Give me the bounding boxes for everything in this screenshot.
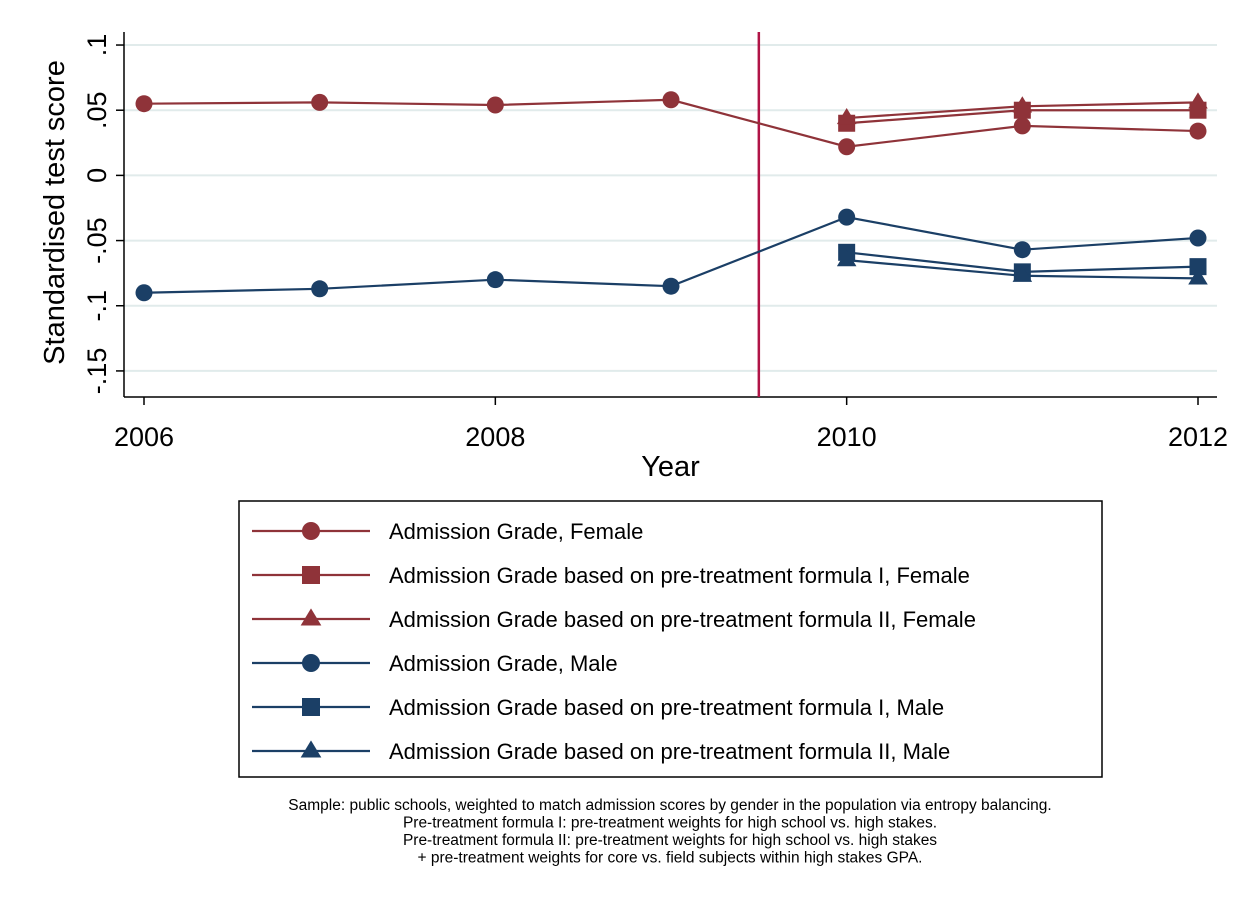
y-tick-label: 0	[82, 168, 112, 183]
data-point	[1013, 241, 1031, 259]
x-tick-label: 2008	[465, 422, 525, 452]
legend-label: Admission Grade based on pre-treatment f…	[389, 607, 976, 632]
footnote-line: Pre-treatment formula I: pre-treatment w…	[403, 815, 937, 832]
data-point	[838, 138, 856, 156]
legend-entry: Admission Grade based on pre-treatment f…	[252, 607, 976, 632]
legend-swatch-marker	[302, 698, 320, 716]
legend-entry: Admission Grade based on pre-treatment f…	[252, 739, 950, 764]
data-point	[135, 95, 153, 113]
x-tick-label: 2006	[114, 422, 174, 452]
data-point	[662, 91, 680, 109]
data-point	[486, 271, 504, 289]
data-point	[1189, 229, 1207, 247]
data-point	[662, 277, 680, 295]
legend-label: Admission Grade, Female	[389, 519, 643, 544]
footnote: Sample: public schools, weighted to matc…	[288, 797, 1051, 867]
y-axis-title: Standardised test score	[39, 60, 71, 365]
data-point	[1013, 117, 1031, 135]
footnote-line: Pre-treatment formula II: pre-treatment …	[403, 832, 937, 849]
y-tick-label: -.1	[82, 290, 112, 322]
x-tick-label: 2010	[817, 422, 877, 452]
data-point	[486, 96, 504, 114]
legend: Admission Grade, Female Admission Grade b…	[238, 500, 1103, 778]
series	[135, 91, 1208, 302]
data-point	[1012, 265, 1033, 282]
footnote-line: Sample: public schools, weighted to matc…	[288, 797, 1051, 814]
series-1	[135, 91, 1207, 156]
footnote-line: + pre-treatment weights for core vs. fie…	[418, 850, 923, 867]
legend-label: Admission Grade based on pre-treatment f…	[389, 739, 950, 764]
data-point	[311, 280, 329, 298]
y-tick-label: -.15	[82, 348, 112, 395]
legend-label: Admission Grade based on pre-treatment f…	[389, 563, 970, 588]
legend-entry: Admission Grade, Male	[252, 651, 618, 676]
legend-swatch-marker	[302, 566, 320, 584]
legend-entry: Admission Grade based on pre-treatment f…	[252, 563, 970, 588]
data-point	[311, 93, 329, 111]
y-tick-label: .1	[82, 34, 112, 57]
axes: -.15 -.1 -.05 0 .05 .1 2006 2008 2010 2012 Year Sta…	[39, 32, 1228, 483]
legend-swatch-marker	[302, 522, 320, 540]
data-point	[1188, 268, 1208, 285]
legend-swatch-marker	[302, 654, 320, 672]
series-3	[836, 92, 1208, 125]
data-point	[1012, 96, 1033, 113]
x-axis-title: Year	[641, 451, 700, 483]
data-point	[836, 250, 857, 267]
data-point	[1188, 92, 1208, 109]
data-point	[135, 284, 153, 302]
series-4	[135, 208, 1207, 302]
legend-entry: Admission Grade, Female	[252, 519, 643, 544]
legend-swatch-marker	[300, 608, 322, 626]
data-point	[1189, 122, 1207, 140]
y-tick-label: .05	[82, 91, 112, 129]
legend-label: Admission Grade, Male	[389, 651, 618, 676]
x-tick-label: 2012	[1168, 422, 1228, 452]
gridlines	[124, 44, 1217, 372]
series-6	[836, 250, 1208, 285]
data-point	[1189, 258, 1207, 276]
legend-entry: Admission Grade based on pre-treatment f…	[252, 695, 944, 720]
legend-label: Admission Grade based on pre-treatment f…	[389, 695, 944, 720]
data-point	[836, 108, 857, 125]
data-point	[838, 208, 856, 226]
legend-box	[238, 500, 1103, 778]
y-tick-label: -.05	[82, 217, 112, 264]
legend-swatch-marker	[300, 740, 322, 758]
